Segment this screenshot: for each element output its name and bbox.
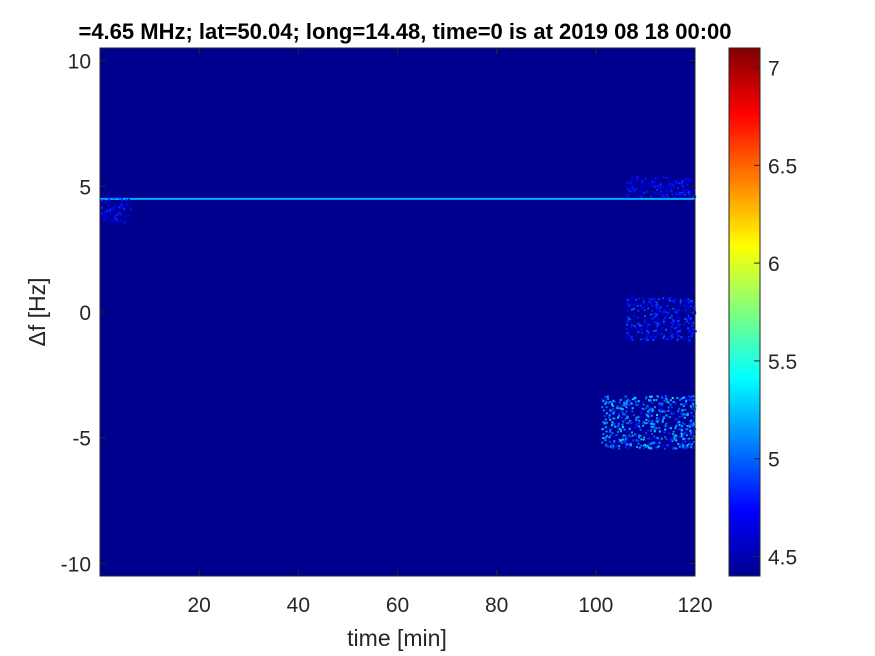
y-tick-label: -5 [72,428,91,451]
colorbar-tick-label: 5.5 [768,351,797,374]
y-axis-label: Δf [Hz] [24,277,50,346]
colorbar-tick-label: 5 [768,449,780,472]
x-tick-label: 40 [287,594,310,617]
colorbar: 4.5 5 5.5 6 6.5 7 [728,47,797,577]
y-tick-label: 5 [79,176,91,199]
colorbar-tick-label: 6 [768,253,780,276]
x-tick-label: 80 [485,594,508,617]
speckle-patch-4 [601,395,697,450]
y-tick-label: -10 [61,553,91,576]
chart-title: =4.65 MHz; lat=50.04; long=14.48, time=0… [78,19,731,44]
x-tick-label: 120 [677,594,712,617]
heatmap-background [100,48,695,576]
x-axis-ticks: 20 40 60 80 100 120 [187,48,713,617]
x-tick-label: 20 [187,594,210,617]
x-tick-label: 100 [578,594,613,617]
colorbar-gradient [728,47,761,577]
speckle-patch-2 [625,176,697,199]
colorbar-tick-label: 4.5 [768,546,797,569]
y-tick-label: 10 [68,51,91,74]
colorbar-tick-label: 7 [768,58,780,81]
x-axis-label: time [min] [347,625,447,651]
colorbar-tick-label: 6.5 [768,155,797,178]
colorbar-ticks: 4.5 5 5.5 6 6.5 7 [754,58,797,569]
y-tick-label: 0 [79,302,91,325]
heatmap-features [100,176,697,450]
y-axis-ticks: -10 -5 0 5 10 [61,51,695,576]
x-tick-label: 60 [386,594,409,617]
speckle-patch-3 [625,297,697,342]
plot-area [99,47,697,577]
speckle-patch-1 [100,196,132,224]
